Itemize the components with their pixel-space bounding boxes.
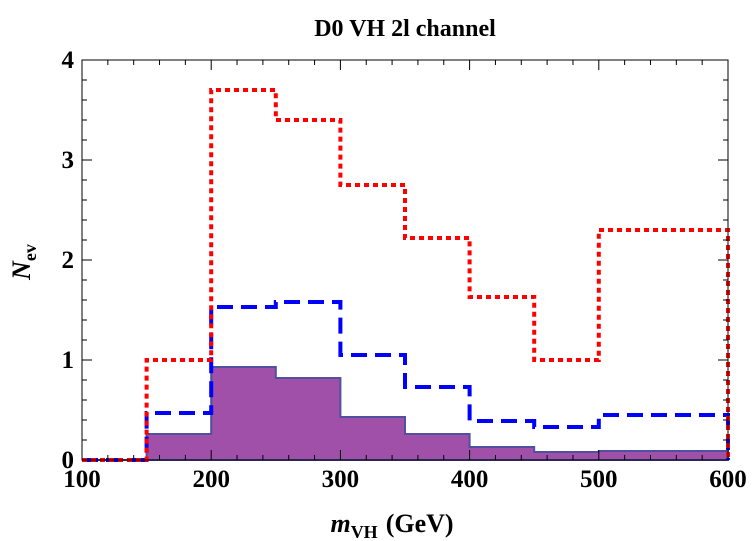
- x-tick-label: 200: [192, 466, 230, 493]
- x-axis-label-sub: VH: [351, 522, 378, 541]
- y-tick-label: 2: [62, 247, 75, 274]
- plot-frame: [81, 59, 729, 461]
- x-tick-label: 300: [322, 466, 360, 493]
- x-tick-label: 400: [451, 466, 489, 493]
- x-axis-label: mVH (GeV): [330, 509, 453, 541]
- x-tick-label: 100: [63, 466, 101, 493]
- ticks-layer: 100 200 300 400 500 600 0 1 2 3 4: [62, 47, 747, 493]
- series-dotted-line: [82, 88, 730, 462]
- y-tick-label: 4: [62, 47, 75, 74]
- x-tick-label: 600: [709, 466, 747, 493]
- y-tick-label: 3: [62, 147, 75, 174]
- y-axis-label: Nev: [7, 244, 40, 281]
- chart-title: D0 VH 2l channel: [314, 16, 496, 42]
- x-axis-label-main: m: [330, 509, 350, 538]
- series-dashed-line: [82, 300, 730, 462]
- y-tick-label: 0: [62, 447, 75, 474]
- series-layer: [82, 88, 730, 462]
- y-axis-label-sub: ev: [20, 244, 40, 261]
- y-tick-label: 1: [62, 347, 75, 374]
- x-tick-label: 500: [580, 466, 618, 493]
- y-axis-label-main: N: [7, 260, 36, 281]
- x-axis-label-unit: (GeV): [386, 509, 454, 538]
